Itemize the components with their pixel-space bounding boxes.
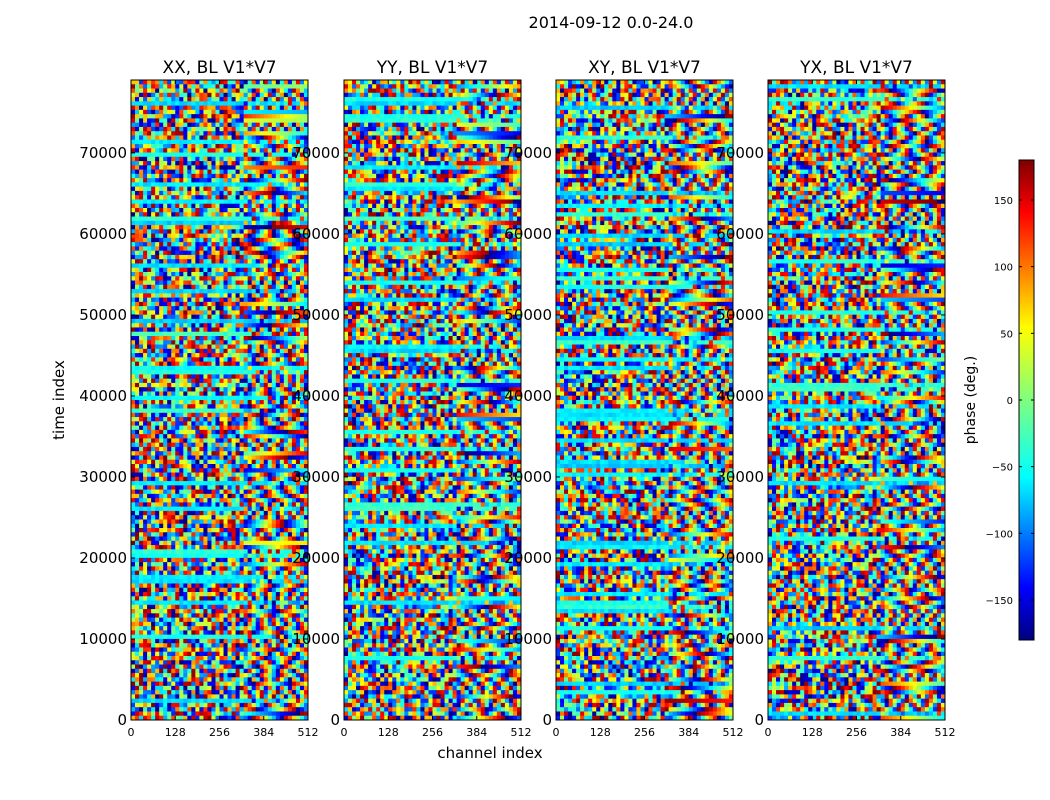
- panel-title: XY, BL V1*V7: [588, 58, 701, 78]
- y-tick-label: 30000: [504, 468, 552, 486]
- x-tick-label: 0: [553, 726, 560, 739]
- panel-title: XX, BL V1*V7: [162, 58, 276, 78]
- x-tick-label: 384: [253, 726, 274, 739]
- y-tick-label: 0: [754, 711, 764, 729]
- y-tick-label: 40000: [504, 387, 552, 405]
- x-axis-label: channel index: [437, 744, 542, 762]
- y-tick-label: 30000: [716, 468, 764, 486]
- y-axis-label: time index: [50, 360, 68, 440]
- y-tick-label: 70000: [292, 144, 340, 162]
- y-tick-label: 20000: [716, 549, 764, 567]
- y-tick-label: 10000: [292, 630, 340, 648]
- x-tick-label: 0: [765, 726, 772, 739]
- colorbar-tick-label: −100: [986, 529, 1013, 540]
- y-tick-label: 10000: [504, 630, 552, 648]
- colorbar-tick-label: −150: [986, 596, 1013, 607]
- y-tick-label: 10000: [716, 630, 764, 648]
- y-tick-label: 40000: [79, 387, 127, 405]
- x-tick-label: 256: [422, 726, 443, 739]
- x-tick-label: 128: [590, 726, 611, 739]
- y-tick-label: 20000: [292, 549, 340, 567]
- colorbar-label: phase (deg.): [963, 356, 979, 444]
- y-tick-label: 50000: [292, 306, 340, 324]
- panel-title: YX, BL V1*V7: [799, 58, 913, 78]
- y-tick-label: 70000: [716, 144, 764, 162]
- colorbar-tick-label: 0: [1007, 396, 1013, 407]
- x-tick-label: 128: [802, 726, 823, 739]
- colorbar-tick-label: −50: [992, 463, 1013, 474]
- colorbar-tick-label: 100: [994, 263, 1013, 274]
- y-tick-label: 0: [117, 711, 127, 729]
- x-tick-label: 256: [846, 726, 867, 739]
- y-tick-label: 0: [330, 711, 340, 729]
- x-tick-label: 512: [935, 726, 956, 739]
- y-tick-label: 10000: [79, 630, 127, 648]
- phase-image: [556, 80, 733, 720]
- panel-0: XX, BL V1*V7 0 128 256 384 512 0 10000 20000 3000…: [79, 58, 318, 739]
- y-tick-label: 60000: [79, 225, 127, 243]
- y-tick-label: 20000: [79, 549, 127, 567]
- colorbar: 150 100 50 0 −50 −100 −150 phase (deg.): [963, 159, 1035, 641]
- figure-suptitle: 2014-09-12 0.0-24.0: [529, 13, 694, 32]
- y-tick-label: 50000: [504, 306, 552, 324]
- x-tick-label: 384: [466, 726, 487, 739]
- x-tick-label: 0: [128, 726, 135, 739]
- panel-1: YY, BL V1*V7 0 128 256 384 512 0 10000 20000 3000…: [292, 58, 531, 739]
- y-tick-label: 70000: [79, 144, 127, 162]
- y-tick-label: 40000: [292, 387, 340, 405]
- x-tick-label: 128: [165, 726, 186, 739]
- x-tick-label: 256: [634, 726, 655, 739]
- colorbar-tick-label: 150: [994, 196, 1013, 207]
- y-tick-label: 0: [542, 711, 552, 729]
- y-tick-label: 40000: [716, 387, 764, 405]
- y-tick-label: 20000: [504, 549, 552, 567]
- y-tick-label: 50000: [79, 306, 127, 324]
- x-tick-label: 384: [678, 726, 699, 739]
- colorbar-tick-label: 50: [1000, 329, 1013, 340]
- phase-image: [768, 80, 945, 720]
- x-tick-label: 128: [378, 726, 399, 739]
- y-tick-label: 50000: [716, 306, 764, 324]
- panel-title: YY, BL V1*V7: [376, 58, 489, 78]
- y-tick-label: 60000: [504, 225, 552, 243]
- x-tick-label: 384: [890, 726, 911, 739]
- phase-image: [344, 80, 521, 720]
- y-tick-label: 30000: [79, 468, 127, 486]
- panel-3: YX, BL V1*V7 0 128 256 384 512 0 10000 20000 3000…: [716, 58, 955, 739]
- y-tick-label: 70000: [504, 144, 552, 162]
- y-tick-label: 60000: [292, 225, 340, 243]
- y-tick-label: 30000: [292, 468, 340, 486]
- x-tick-label: 512: [511, 726, 532, 739]
- y-tick-label: 60000: [716, 225, 764, 243]
- x-tick-label: 0: [341, 726, 348, 739]
- x-tick-label: 512: [723, 726, 744, 739]
- x-tick-label: 512: [298, 726, 319, 739]
- phase-image: [131, 80, 308, 720]
- panel-2: XY, BL V1*V7 0 128 256 384 512 0 10000 20000 3000…: [504, 58, 743, 739]
- x-tick-label: 256: [209, 726, 230, 739]
